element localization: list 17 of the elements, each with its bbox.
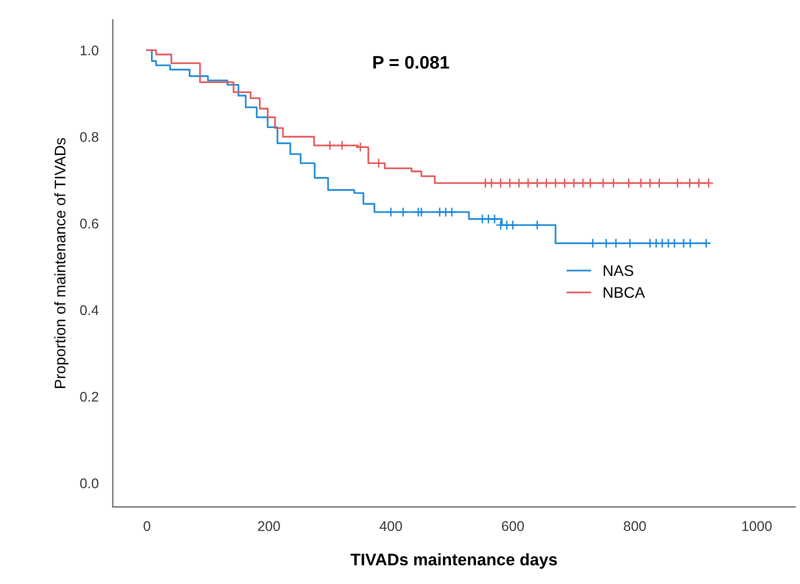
annotation: P = 0.081	[373, 56, 450, 69]
x-tick-label: 800	[624, 521, 646, 532]
x-tick-label: 600	[502, 521, 524, 532]
x-tick-label: 200	[258, 521, 280, 532]
x-tick-label: 1000	[742, 521, 772, 532]
y-tick-label: 1.0	[80, 45, 98, 56]
x-tick-label: 0	[144, 521, 150, 532]
legend-label: NBCA	[604, 287, 645, 298]
x-axis-title: TIVADs maintenance days	[350, 553, 557, 569]
y-tick-label: 0.4	[80, 305, 99, 316]
legend-label: NAS	[604, 265, 634, 276]
y-tick-label: 0.0	[80, 478, 98, 488]
x-tick-label: 400	[380, 521, 402, 532]
y-axis-title: Proportion of maintenance of TIVADs	[54, 138, 68, 388]
y-tick-label: 0.2	[80, 392, 98, 402]
y-tick-label: 0.8	[80, 132, 98, 142]
y-tick-label: 0.6	[80, 218, 98, 229]
